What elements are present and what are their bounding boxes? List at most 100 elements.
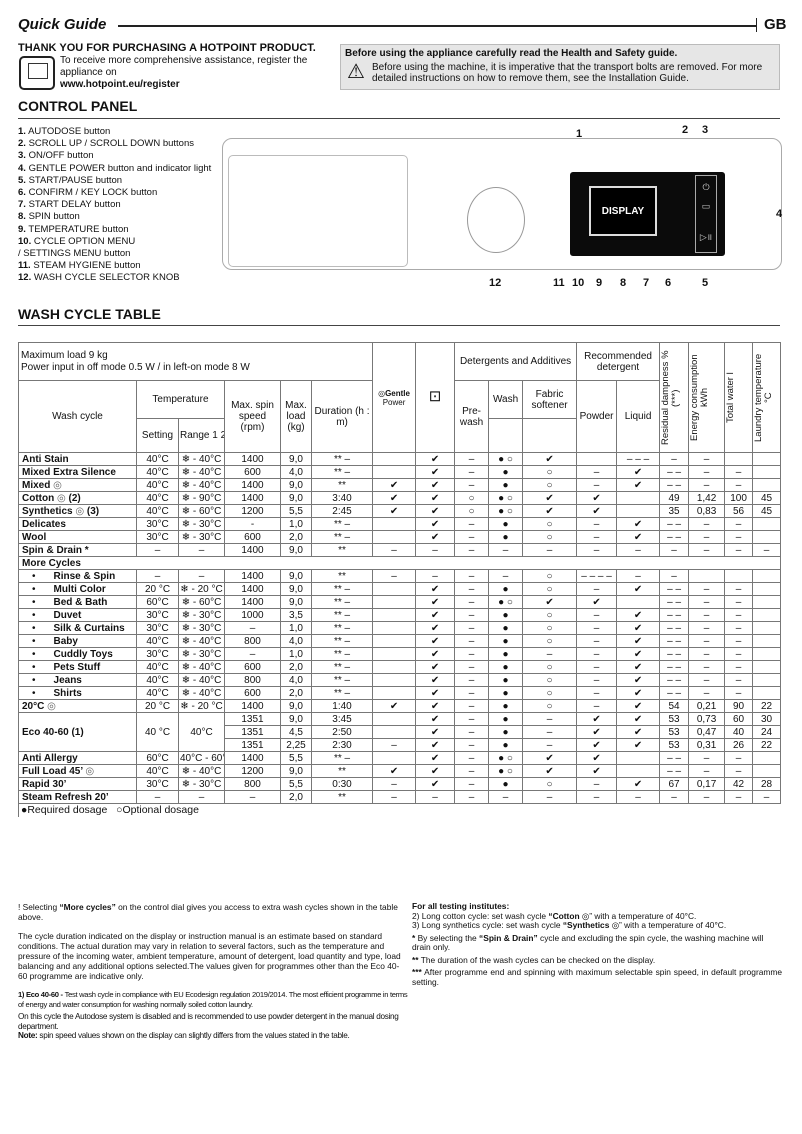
wash-cycle-name: • Baby [18,634,137,648]
table-cell: ** – [310,517,374,531]
table-cell [752,608,782,622]
cycle-label: Duvet [53,609,82,621]
control-panel-legend-item: 7. START DELAY button [18,199,211,211]
item-number: 5. [18,174,26,186]
control-panel-legend-item: / SETTINGS MENU button [18,248,211,260]
table-cell: ✔ [415,725,456,739]
table-cell: 2,0 [280,530,312,544]
table-cell: ✔ [576,764,618,778]
table-cell: – [724,647,754,661]
table-cell: ✔ [415,595,456,609]
table-cell: ✔ [616,621,661,635]
note-text: “Cotton [548,910,580,921]
cycle-label: Pets Stuff [53,661,101,673]
table-row: Mixed ◎ 40°C ❄ - 40°C 1400 9,0 ** ✔ ✔ – ● ○ – ✔ – – – – [18,478,782,492]
table-cell: – [224,790,281,804]
table-cell: – [724,543,754,557]
note-text: 3) Long synthetics cycle: set wash cycle [412,920,563,930]
table-cell: – [688,647,726,661]
table-cell: ** – [310,465,374,479]
laundry-temp-header: Laundry temperature °C [753,353,775,442]
table-cell: 26 [724,738,754,752]
callout-number: 1 [576,128,583,140]
wash-header: Wash [488,380,524,419]
table-cell: 800 [224,634,281,648]
table-cell: 0,17 [688,777,726,791]
note-text: ” with a temperature of 40°C. [589,910,697,921]
table-cell: ✔ [616,712,661,726]
table-cell: ✔ [522,504,578,518]
liquid-header: Liquid [616,380,661,453]
required-dosage-icon: ● [21,803,28,816]
table-cell: 1351 [224,712,281,726]
table-row: Eco 40-60 (1) 40 °C 40°C 1351 9,0 3:45 ✔ – ● – ✔ ✔ 5… [18,712,782,752]
table-cell: 0:30 [310,777,374,791]
table-cell [752,582,782,596]
table-cell: 3:45 [310,712,374,726]
table-cell: – [576,517,618,531]
wash-cycle-knob [467,187,525,253]
gentle-power-icon: ◎ [378,388,386,398]
table-cell: ✔ [616,673,661,687]
control-panel-diagram [222,138,782,270]
table-cell: – [372,777,417,791]
table-cell: – [688,673,726,687]
table-cell [752,517,782,531]
table-cell: 24 [752,725,782,739]
table-cell: ○ [522,621,578,635]
table-cell: 20 °C [136,582,179,596]
table-cell: 800 [224,777,281,791]
table-cell: 100 [724,491,754,505]
table-cell: ✔ [576,504,618,518]
cycle-label: 20°C [22,700,45,712]
control-panel-legend-item: 1. AUTODOSE button [18,126,211,138]
table-cell: ● [488,777,524,791]
table-cell: – [454,543,490,557]
table-cell: – [724,634,754,648]
table-cell: ❄ - 40°C [178,465,225,479]
table-cell: ✔ [415,634,456,648]
table-cell: – [688,595,726,609]
table-cell [752,686,782,700]
note-text: cycle and excluding the spin cycle, the … [412,932,764,952]
table-cell: ✔ [415,608,456,622]
table-cell: ** – [310,621,374,635]
table-cell: – – – – [576,569,618,583]
table-cell: ✔ [616,608,661,622]
table-cell: 30°C [136,621,179,635]
register-link[interactable]: www.hotpoint.eu/register [60,79,180,90]
control-panel-legend-item: 8. SPIN button [18,211,211,223]
table-cell [752,465,782,479]
autodose-note: On this cycle the Autodose system is dis… [18,1012,399,1031]
table-cell [616,504,661,518]
table-cell: ● ○ [488,595,524,609]
table-cell: ● [488,530,524,544]
legend-row: ●Required dosage ○Optional dosage [17,803,781,817]
table-cell: 1351 [224,725,281,739]
table-cell: ● ○ [488,452,524,466]
table-cell: – [372,569,417,583]
table-cell: – [688,790,726,804]
table-cell [372,517,417,531]
callout-number: 9 [596,277,603,289]
table-cell [372,673,417,687]
item-label: ON/OFF button [28,150,94,162]
temperature-header: Temperature [136,380,225,419]
table-cell: – [136,569,179,583]
table-cell: ✔ [616,582,661,596]
table-cell: ○ [522,569,578,583]
table-cell: 60 [724,712,754,726]
table-cell: 1400 [224,699,281,713]
table-cell: – [724,751,754,765]
setting-header: Setting [136,418,179,453]
table-cell [724,452,754,466]
load-header: Max. load (kg) [280,380,312,453]
cycle-label: Baby [53,635,78,647]
table-cell: ● [488,712,524,726]
steam-hygiene-icon: ⊡ [428,388,442,405]
table-cell: 0,73 [688,712,726,726]
table-cell: ** – [310,673,374,687]
table-cell: – [454,699,490,713]
computer-icon [19,56,55,90]
table-cell [616,751,661,765]
